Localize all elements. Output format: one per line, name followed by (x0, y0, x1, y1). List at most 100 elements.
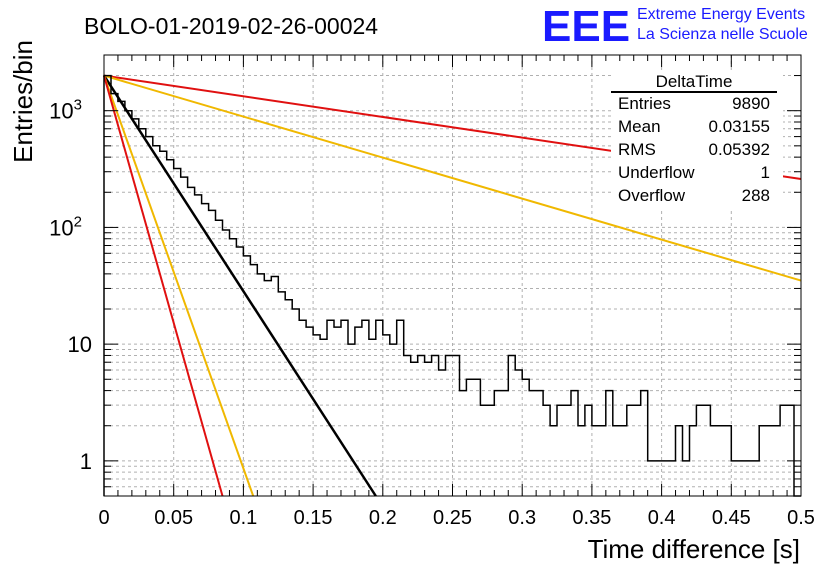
histogram-bin (222, 230, 229, 496)
histogram-bin (271, 276, 278, 496)
histogram-bin (320, 339, 327, 496)
histogram-bin (710, 426, 717, 496)
histogram-bin (536, 391, 543, 496)
stats-value: 9890 (732, 94, 770, 113)
histogram-bin (766, 426, 773, 496)
histogram-bin (425, 362, 432, 496)
histogram-bin (480, 405, 487, 496)
histogram-bin (780, 405, 787, 496)
histogram-bin (641, 391, 648, 496)
histogram-bin (627, 405, 634, 496)
x-tick-label: 0.45 (712, 507, 751, 529)
histogram-bin (243, 256, 250, 496)
histogram-bin (125, 111, 132, 496)
histogram-outline (103, 74, 801, 497)
fit-line (103, 74, 802, 282)
histogram-bin (459, 391, 466, 496)
stats-label: Overflow (618, 186, 686, 205)
histogram-bin (466, 379, 473, 496)
histogram-bin (216, 220, 223, 496)
histogram-bin (348, 344, 355, 496)
histogram-bars (103, 74, 801, 497)
histogram-bin (292, 309, 299, 496)
histogram-bin (683, 461, 690, 496)
histogram-bin (613, 426, 620, 496)
histogram-bin (655, 461, 662, 496)
y-tick-label: 1 (80, 449, 92, 474)
histogram-bin (571, 391, 578, 496)
histogram-bin (515, 370, 522, 496)
histogram-bin (160, 151, 167, 496)
histogram-bin (306, 327, 313, 496)
histogram-bin (439, 370, 446, 496)
histogram-bin (731, 461, 738, 496)
histogram-bin (432, 355, 439, 496)
histogram-bin (376, 320, 383, 496)
histogram-bin (404, 355, 411, 496)
histogram-bin (341, 320, 348, 496)
logo-mark: EEE (542, 2, 630, 51)
x-tick-label: 0.4 (648, 507, 676, 529)
histogram-bin (202, 204, 209, 496)
axis-labels: 0 0.05 0.1 0.15 0.2 0.25 0.3 0.35 0.4 0.45 0.5 1 10 1… (49, 97, 815, 529)
x-tick-label: 0.3 (508, 507, 536, 529)
fit-lines (102, 74, 802, 497)
histogram-bin (181, 177, 188, 496)
fit-line (103, 75, 255, 497)
histogram-bin (752, 461, 759, 496)
x-axis-label: Time difference [s] (588, 534, 800, 564)
histogram-bin (703, 405, 710, 496)
x-tick-label: 0 (98, 507, 109, 529)
histogram-bin (508, 355, 515, 496)
histogram-bin (529, 391, 536, 496)
histogram-bin (355, 327, 362, 496)
stats-label: Entries (618, 94, 671, 113)
histogram-bin (334, 327, 341, 496)
stats-title: DeltaTime (656, 72, 733, 91)
histogram-bin (717, 426, 724, 496)
histogram-bin (550, 426, 557, 496)
x-tick-label: 0.1 (229, 507, 257, 529)
x-tick-label: 0.5 (787, 507, 815, 529)
fit-line (103, 75, 224, 497)
x-tick-label: 0.2 (369, 507, 397, 529)
stats-value: 1 (761, 163, 770, 182)
histogram-bin (167, 160, 174, 496)
axis-ticks (103, 55, 802, 496)
eee-logo: EEE Extreme Energy Events La Scienza nel… (542, 2, 808, 51)
histogram-bin (362, 320, 369, 496)
histogram-bin (411, 362, 418, 496)
stats-box: DeltaTime Entries 9890 Mean 0.03155 RMS 0.053… (611, 72, 783, 210)
histogram-bin (132, 119, 139, 496)
histogram-bin (285, 300, 292, 496)
histogram-bin (599, 426, 606, 496)
histogram-bin (606, 391, 613, 496)
y-tick-label: 103 (49, 97, 82, 124)
histogram-bin (487, 405, 494, 496)
histogram-bin (153, 146, 160, 496)
histogram-bin (146, 137, 153, 496)
histogram-bin (634, 405, 641, 496)
histogram-bin (494, 391, 501, 496)
histogram-bin (676, 426, 683, 496)
fit-line (102, 74, 377, 497)
histogram-bin (557, 405, 564, 496)
histogram-bin (773, 426, 780, 496)
histogram-bin (327, 320, 334, 496)
histogram-bin (250, 265, 257, 496)
x-tick-label: 0.25 (433, 507, 472, 529)
logo-line-1: Extreme Energy Events (637, 6, 805, 23)
histogram-bin (236, 247, 243, 496)
x-tick-label: 0.05 (154, 507, 193, 529)
histogram-bin (662, 461, 669, 496)
histogram-bin (620, 426, 627, 496)
histogram-bin (313, 335, 320, 496)
stats-value: 0.05392 (709, 140, 770, 159)
histogram-bin (264, 281, 271, 496)
histogram-bin (111, 94, 118, 496)
histogram-bin (383, 335, 390, 496)
y-tick-label: 102 (49, 213, 82, 240)
stats-label: Underflow (618, 163, 695, 182)
